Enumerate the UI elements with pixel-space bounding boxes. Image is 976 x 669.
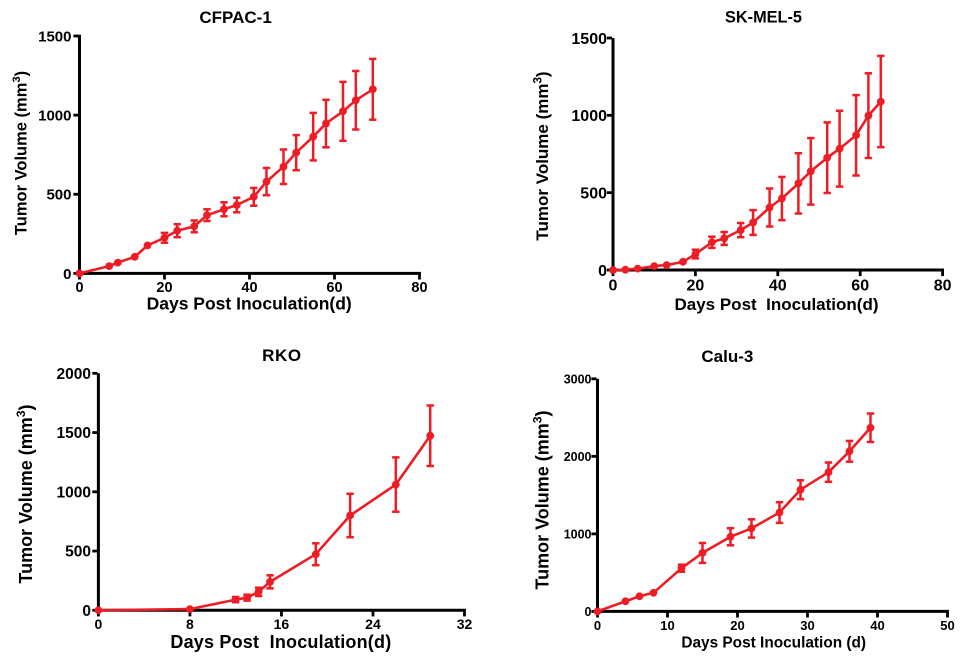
svg-text:0: 0 xyxy=(585,605,592,619)
svg-text:40: 40 xyxy=(870,618,884,633)
svg-text:Days Post Inoculation(d): Days Post Inoculation(d) xyxy=(170,632,391,652)
svg-text:0: 0 xyxy=(598,263,607,280)
svg-text:Tumor Volume (mm3): Tumor Volume (mm3) xyxy=(532,71,553,240)
svg-text:1000: 1000 xyxy=(571,108,607,125)
svg-text:2000: 2000 xyxy=(57,366,91,383)
svg-text:RKO: RKO xyxy=(262,346,302,365)
svg-text:20: 20 xyxy=(730,618,744,633)
svg-text:60: 60 xyxy=(851,277,869,294)
svg-text:0: 0 xyxy=(75,280,83,296)
svg-text:SK-MEL-5: SK-MEL-5 xyxy=(725,8,802,26)
svg-text:20: 20 xyxy=(687,277,705,294)
svg-text:500: 500 xyxy=(580,185,607,202)
svg-text:80: 80 xyxy=(934,277,952,294)
svg-text:1500: 1500 xyxy=(38,28,71,45)
svg-text:0: 0 xyxy=(594,618,601,633)
svg-text:50: 50 xyxy=(940,618,954,633)
svg-text:30: 30 xyxy=(800,618,814,633)
svg-text:10: 10 xyxy=(660,618,674,633)
svg-text:Tumor Volume (mm3): Tumor Volume (mm3) xyxy=(531,410,553,589)
svg-text:Days Post Inoculation (d): Days Post Inoculation (d) xyxy=(681,635,866,652)
svg-text:1000: 1000 xyxy=(38,108,71,125)
svg-text:CFPAC-1: CFPAC-1 xyxy=(199,8,271,27)
svg-text:500: 500 xyxy=(65,544,91,561)
svg-text:20: 20 xyxy=(156,280,172,296)
svg-text:80: 80 xyxy=(411,280,427,296)
svg-text:Tumor Volume (mm3): Tumor Volume (mm3) xyxy=(14,404,36,583)
svg-text:3000: 3000 xyxy=(564,372,592,386)
svg-text:2000: 2000 xyxy=(564,450,592,464)
svg-text:0: 0 xyxy=(95,616,103,632)
svg-text:Calu-3: Calu-3 xyxy=(701,347,753,366)
svg-text:1000: 1000 xyxy=(57,484,91,501)
svg-text:0: 0 xyxy=(609,277,618,294)
svg-text:40: 40 xyxy=(769,277,787,294)
svg-text:500: 500 xyxy=(46,187,71,204)
svg-text:1000: 1000 xyxy=(564,527,592,541)
svg-text:0: 0 xyxy=(82,603,91,620)
svg-text:16: 16 xyxy=(274,616,290,632)
svg-text:1500: 1500 xyxy=(57,425,91,442)
svg-text:8: 8 xyxy=(186,616,194,632)
svg-text:40: 40 xyxy=(241,280,257,296)
svg-text:24: 24 xyxy=(365,616,381,632)
svg-text:Days Post Inoculation(d): Days Post Inoculation(d) xyxy=(147,293,352,313)
svg-text:0: 0 xyxy=(63,266,71,283)
svg-text:Days Post Inoculation(d): Days Post Inoculation(d) xyxy=(674,295,878,314)
svg-text:60: 60 xyxy=(326,280,342,296)
svg-text:Tumor Volume (mm3): Tumor Volume (mm3) xyxy=(11,71,30,235)
svg-text:32: 32 xyxy=(457,616,473,632)
svg-text:1500: 1500 xyxy=(571,31,607,48)
